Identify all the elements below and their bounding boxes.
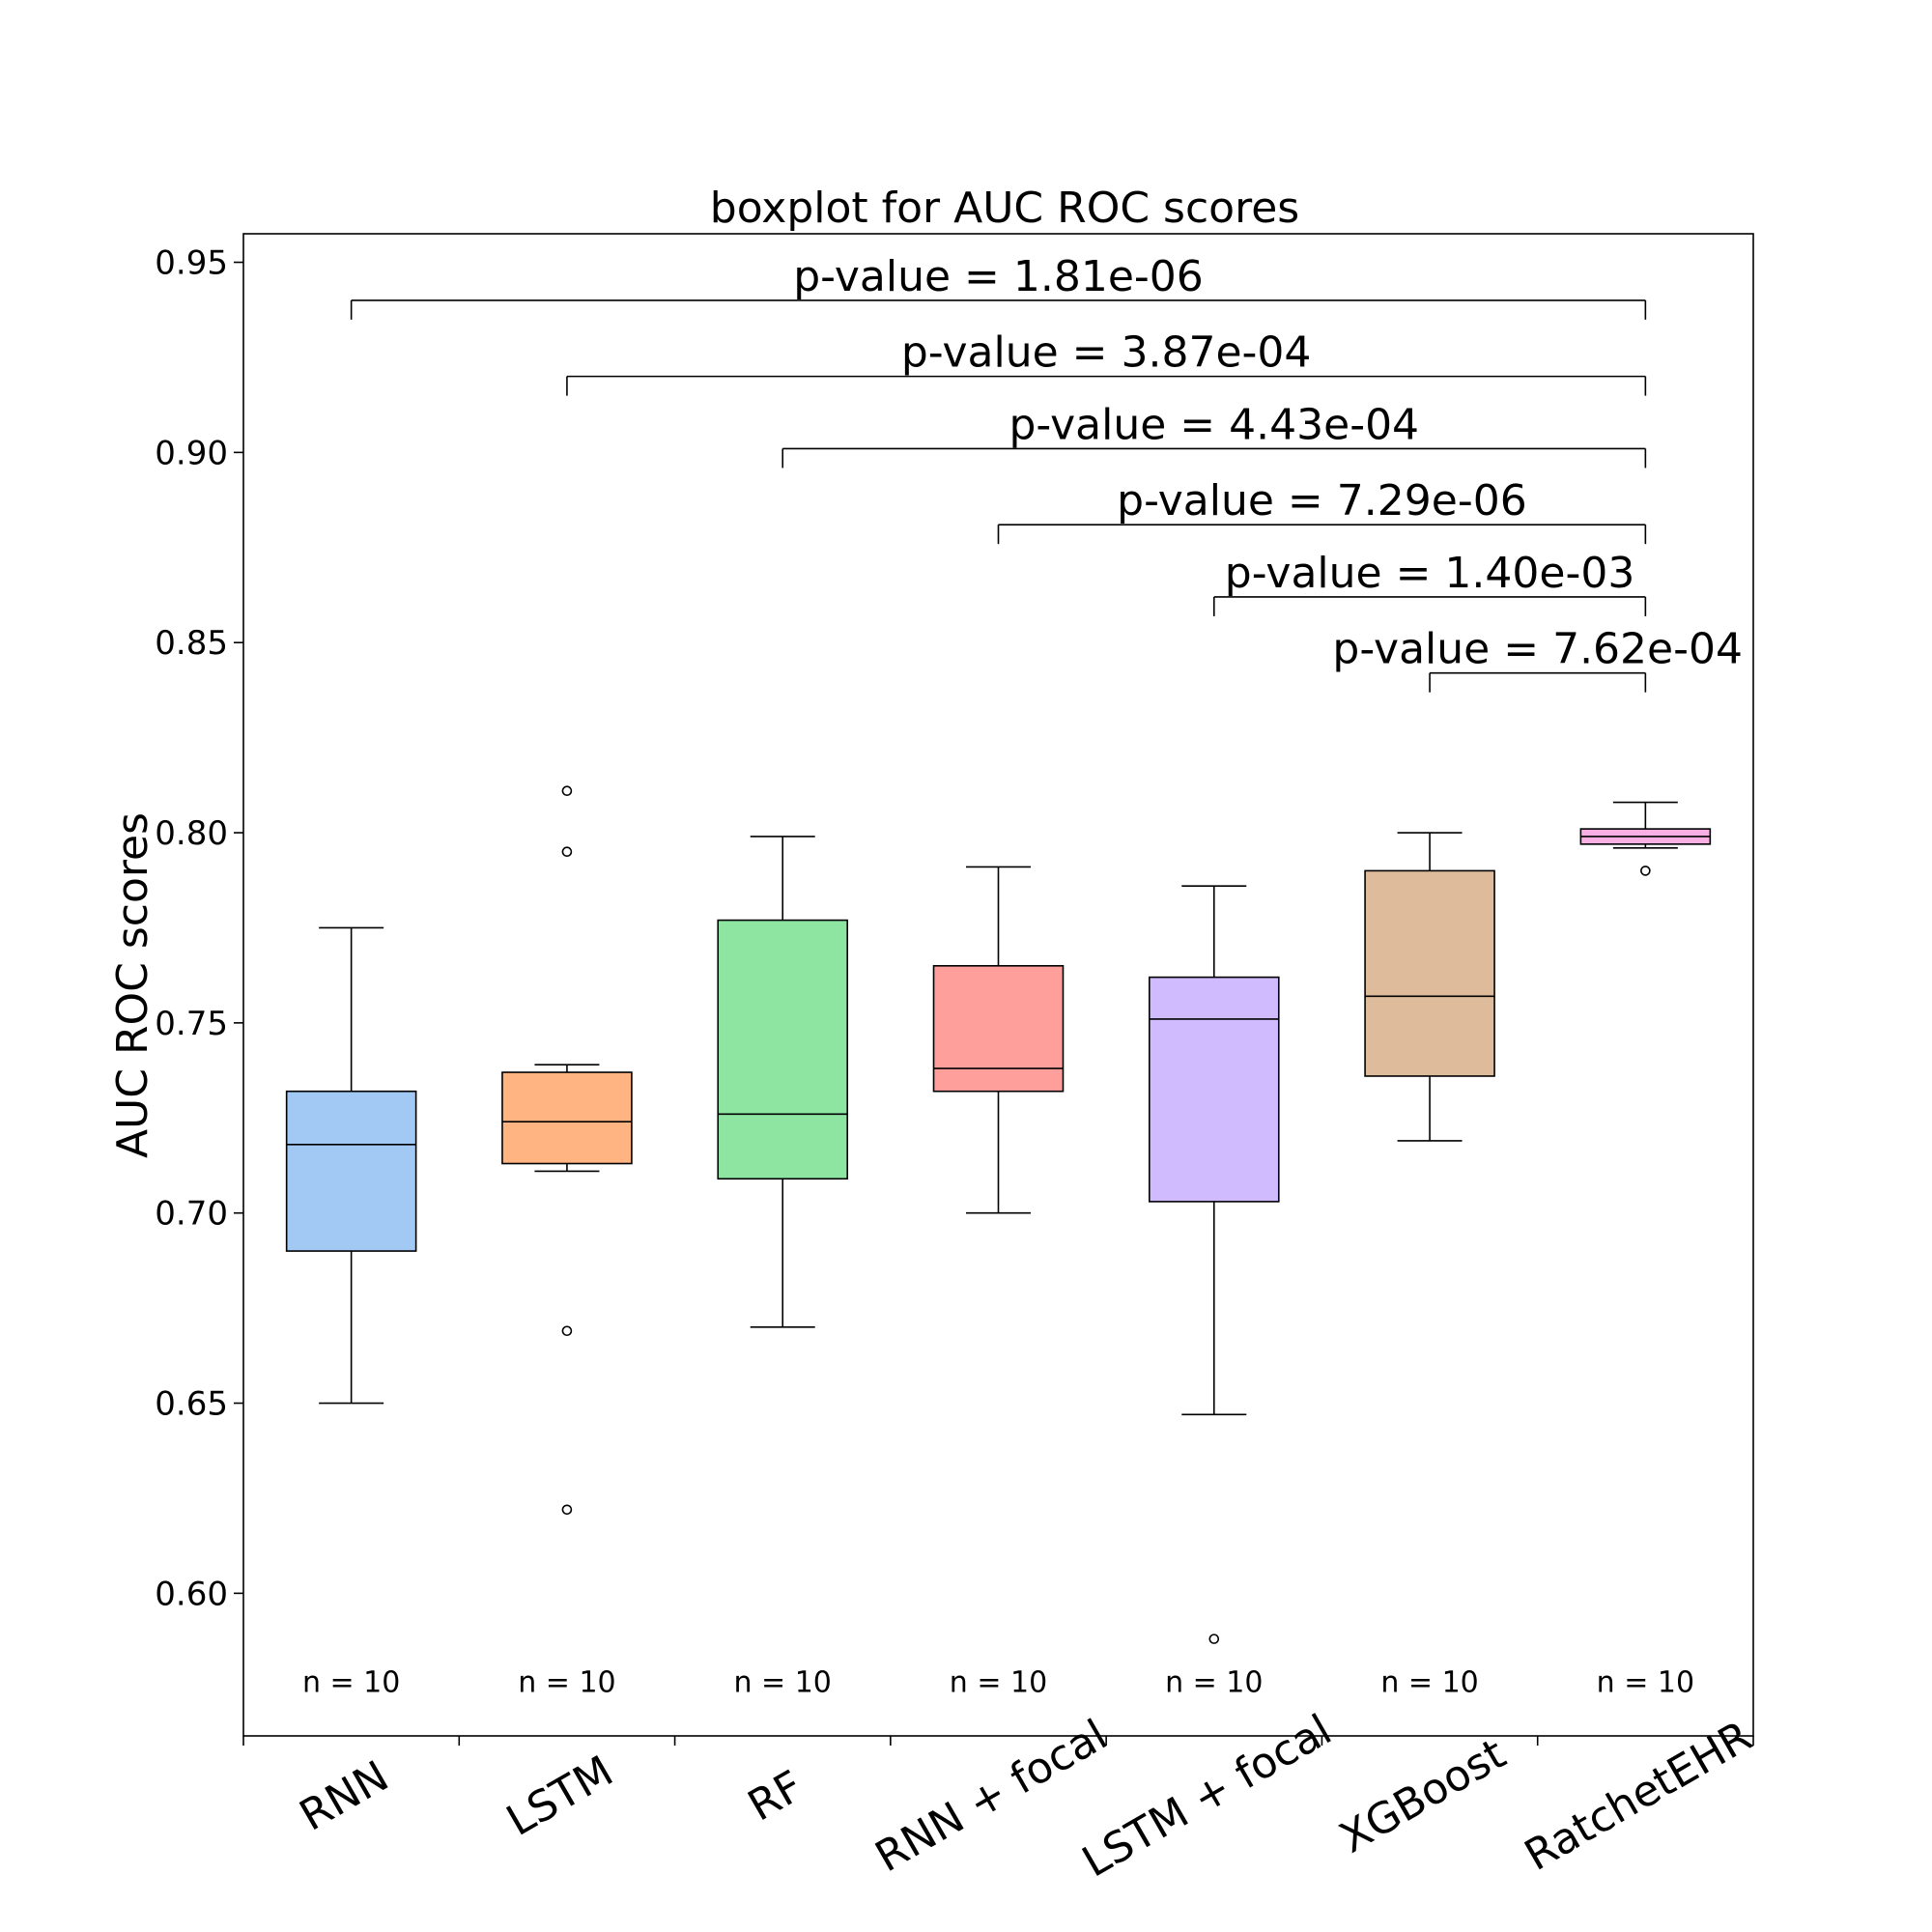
- count-label: n = 10: [1597, 1666, 1694, 1700]
- count-label: n = 10: [1165, 1666, 1263, 1700]
- box-lstm-outlier: [561, 846, 573, 858]
- y-axis-label: AUC ROC scores: [108, 812, 157, 1158]
- count-label: n = 10: [518, 1666, 615, 1700]
- box-lstm-body: [501, 1071, 633, 1165]
- y-tick-label: 0.95: [155, 244, 228, 283]
- chart-title: boxplot for AUC ROC scores: [710, 184, 1299, 233]
- count-label: n = 10: [734, 1666, 832, 1700]
- count-label: n = 10: [1380, 1666, 1478, 1700]
- y-tick-label: 0.80: [155, 814, 228, 853]
- count-label: n = 10: [302, 1666, 400, 1700]
- count-label: n = 10: [950, 1666, 1047, 1700]
- box-ratchetehr-outlier: [1640, 866, 1651, 876]
- plot-frame: [242, 233, 1754, 1737]
- y-tick-label: 0.65: [155, 1385, 228, 1424]
- p-value-label: p-value = 1.40e-03: [1225, 549, 1635, 598]
- y-tick-label: 0.75: [155, 1005, 228, 1043]
- p-value-label: p-value = 1.81e-06: [793, 252, 1204, 301]
- box-lstm-outlier: [561, 1504, 573, 1516]
- y-tick-label: 0.90: [155, 434, 228, 472]
- y-tick-label: 0.60: [155, 1575, 228, 1613]
- box-rf-body: [717, 919, 849, 1180]
- box-lstm-outlier: [561, 785, 573, 797]
- p-value-label: p-value = 7.62e-04: [1332, 625, 1743, 674]
- y-tick-label: 0.85: [155, 624, 228, 663]
- box-lstm-focal-body: [1149, 976, 1280, 1203]
- box-rnn-focal-body: [932, 965, 1065, 1093]
- box-xgboost-body: [1364, 869, 1495, 1077]
- plot-area: 0.600.650.700.750.800.850.900.95n = 10RN…: [155, 233, 1760, 1888]
- p-value-label: p-value = 7.29e-06: [1117, 476, 1527, 526]
- p-value-label: p-value = 3.87e-04: [901, 328, 1312, 378]
- box-lstm-outlier: [561, 1325, 573, 1337]
- y-tick-label: 0.70: [155, 1195, 228, 1234]
- box-rnn-body: [285, 1090, 417, 1252]
- p-value-label: p-value = 4.43e-04: [1009, 400, 1420, 449]
- box-lstm-focal-outlier: [1208, 1634, 1220, 1644]
